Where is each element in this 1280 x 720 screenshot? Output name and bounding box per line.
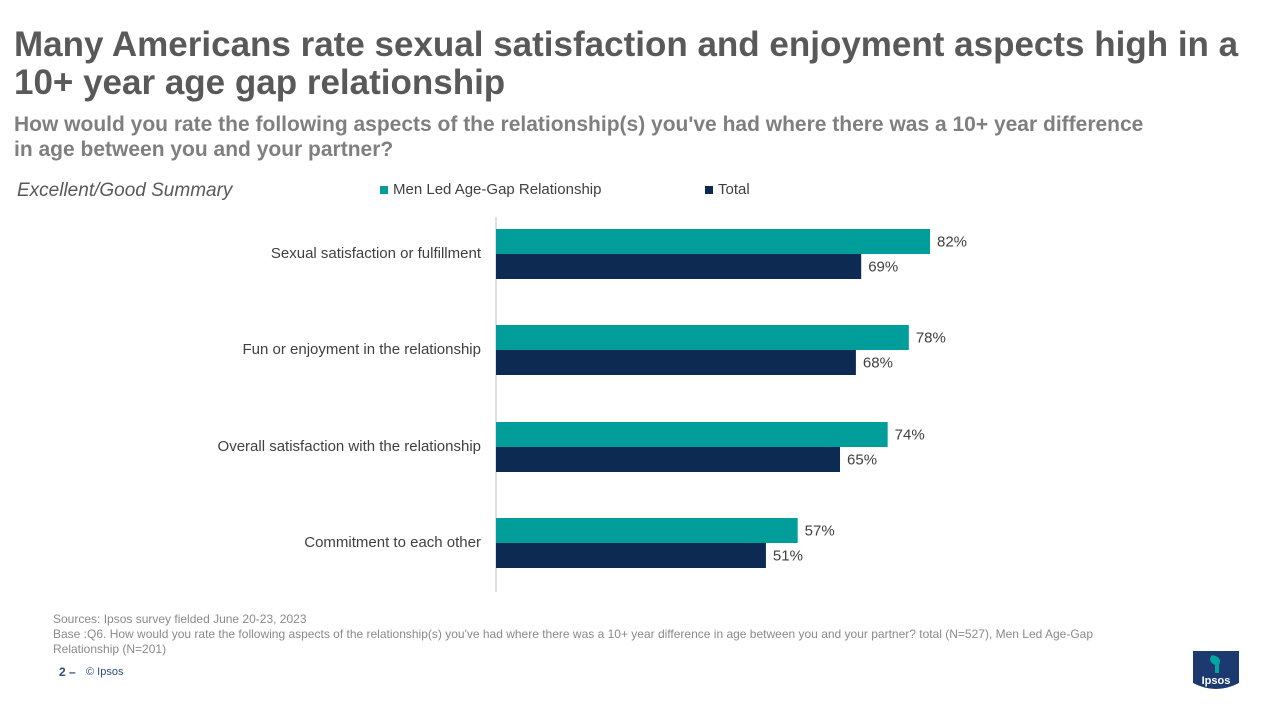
page-number-value: 2: [59, 665, 66, 679]
legend-item-men: Men Led Age-Gap Relationship: [380, 181, 601, 198]
chart-subtitle: How would you rate the following aspects…: [14, 113, 1144, 161]
data-label: 65%: [847, 452, 877, 469]
legend-label-men: Men Led Age-Gap Relationship: [393, 181, 602, 198]
data-label: 78%: [916, 330, 946, 347]
legend-swatch-total: [705, 185, 713, 194]
data-label: 82%: [937, 234, 967, 251]
legend-swatch-men: [380, 185, 388, 194]
bar-total: [496, 543, 766, 568]
category-label: Overall satisfaction with the relationsh…: [218, 438, 481, 455]
logo-mark: [1210, 655, 1221, 673]
category-label: Fun or enjoyment in the relationship: [243, 341, 481, 358]
bar-total: [496, 350, 856, 375]
summary-label: Excellent/Good Summary: [17, 180, 233, 201]
sources-text: Sources: Ipsos survey fielded June 20-23…: [53, 612, 307, 626]
page-separator: –: [69, 665, 76, 679]
ipsos-logo: Ipsos: [1193, 651, 1239, 689]
data-label: 74%: [895, 427, 925, 444]
data-label: 57%: [805, 523, 835, 540]
data-label: 69%: [868, 259, 898, 276]
logo-text: Ipsos: [1202, 675, 1231, 687]
bar-total: [496, 447, 841, 472]
legend-label-total: Total: [718, 181, 750, 198]
bar-men-led: [496, 518, 798, 543]
page-number: 2 –: [59, 665, 76, 679]
category-label: Commitment to each other: [304, 534, 481, 551]
bar-men-led: [496, 422, 888, 447]
bar-men-led: [496, 229, 930, 254]
chart-title: Many Americans rate sexual satisfaction …: [14, 25, 1239, 102]
legend-item-total: Total: [705, 181, 750, 198]
sources-note: Sources: Ipsos survey fielded June 20-23…: [53, 612, 1103, 657]
bar-total: [496, 254, 862, 279]
base-text: Base :Q6. How would you rate the followi…: [53, 627, 1094, 656]
data-label: 68%: [863, 355, 893, 372]
bar-men-led: [496, 325, 909, 350]
data-label: 51%: [773, 548, 803, 565]
bar-chart: Sexual satisfaction or fulfillment 82% 69%…: [218, 217, 967, 592]
copyright: © Ipsos: [86, 666, 124, 678]
category-label: Sexual satisfaction or fulfillment: [271, 245, 482, 262]
